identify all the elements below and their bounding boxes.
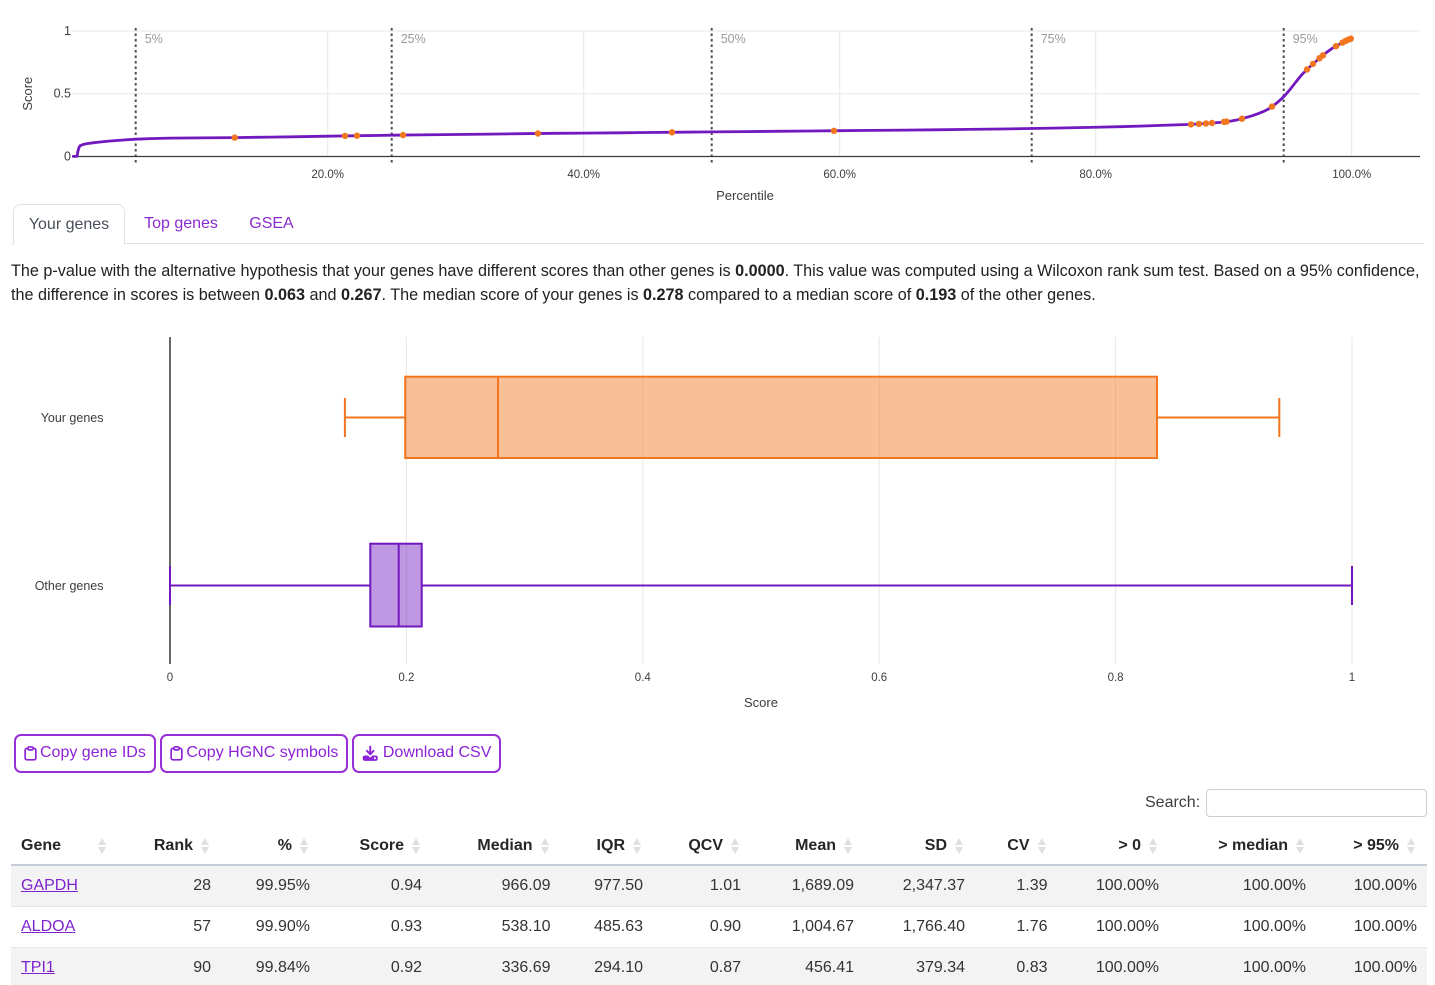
svg-text:0.8: 0.8 bbox=[1108, 672, 1124, 684]
svg-text:Score: Score bbox=[20, 77, 35, 111]
svg-text:0.6: 0.6 bbox=[871, 672, 887, 684]
svg-text:5%: 5% bbox=[145, 32, 163, 46]
svg-text:0: 0 bbox=[167, 672, 173, 684]
svg-text:75%: 75% bbox=[1041, 32, 1066, 46]
svg-text:40.0%: 40.0% bbox=[567, 169, 600, 181]
svg-text:0.4: 0.4 bbox=[635, 672, 652, 684]
svg-text:50%: 50% bbox=[721, 32, 746, 46]
svg-text:80.0%: 80.0% bbox=[1079, 169, 1112, 181]
svg-text:0.2: 0.2 bbox=[398, 672, 414, 684]
svg-text:100.0%: 100.0% bbox=[1332, 169, 1371, 181]
svg-text:Other genes: Other genes bbox=[35, 579, 104, 593]
svg-text:25%: 25% bbox=[401, 32, 426, 46]
svg-text:1: 1 bbox=[64, 24, 71, 38]
svg-text:0.5: 0.5 bbox=[54, 87, 71, 101]
svg-text:Score: Score bbox=[744, 695, 778, 710]
svg-text:1: 1 bbox=[1349, 672, 1355, 684]
svg-text:20.0%: 20.0% bbox=[311, 169, 344, 181]
svg-text:95%: 95% bbox=[1293, 32, 1318, 46]
svg-text:60.0%: 60.0% bbox=[823, 169, 856, 181]
svg-text:Percentile: Percentile bbox=[716, 188, 774, 203]
svg-text:Your genes: Your genes bbox=[41, 411, 104, 425]
svg-text:0: 0 bbox=[64, 150, 71, 164]
